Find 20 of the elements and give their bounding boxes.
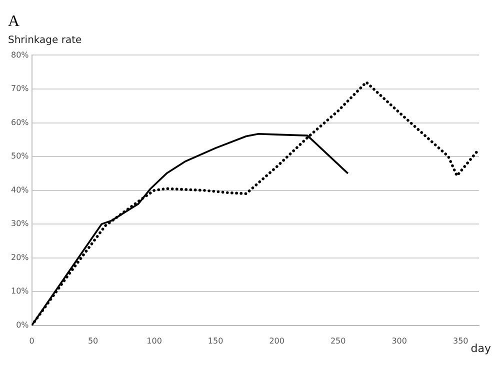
y-tick-label: 20% [11,252,30,262]
y-tick-label: 80% [11,50,30,60]
x-tick-label: 0 [29,336,34,346]
x-tick-label: 250 [330,336,346,346]
y-tick-label: 30% [11,219,30,228]
x-tick-label: 50 [88,336,98,346]
x-tick-label: 300 [392,336,407,346]
y-tick-label: 0% [16,320,30,330]
y-tick-label: 10% [11,286,30,296]
y-axis-title: Shrinkage rate [8,34,82,46]
y-tick-label: 50% [11,152,30,161]
x-axis-title: day [470,342,492,355]
y-tick-label: 60% [11,118,30,127]
y-tick-label: 70% [11,84,30,94]
x-tick-label: 150 [208,336,224,346]
x-tick-label: 350 [452,336,468,346]
x-tick-label: 100 [146,336,162,346]
x-tick-label: 200 [269,336,284,346]
y-tick-label: 40% [11,185,30,194]
chart-title: A [8,12,20,30]
